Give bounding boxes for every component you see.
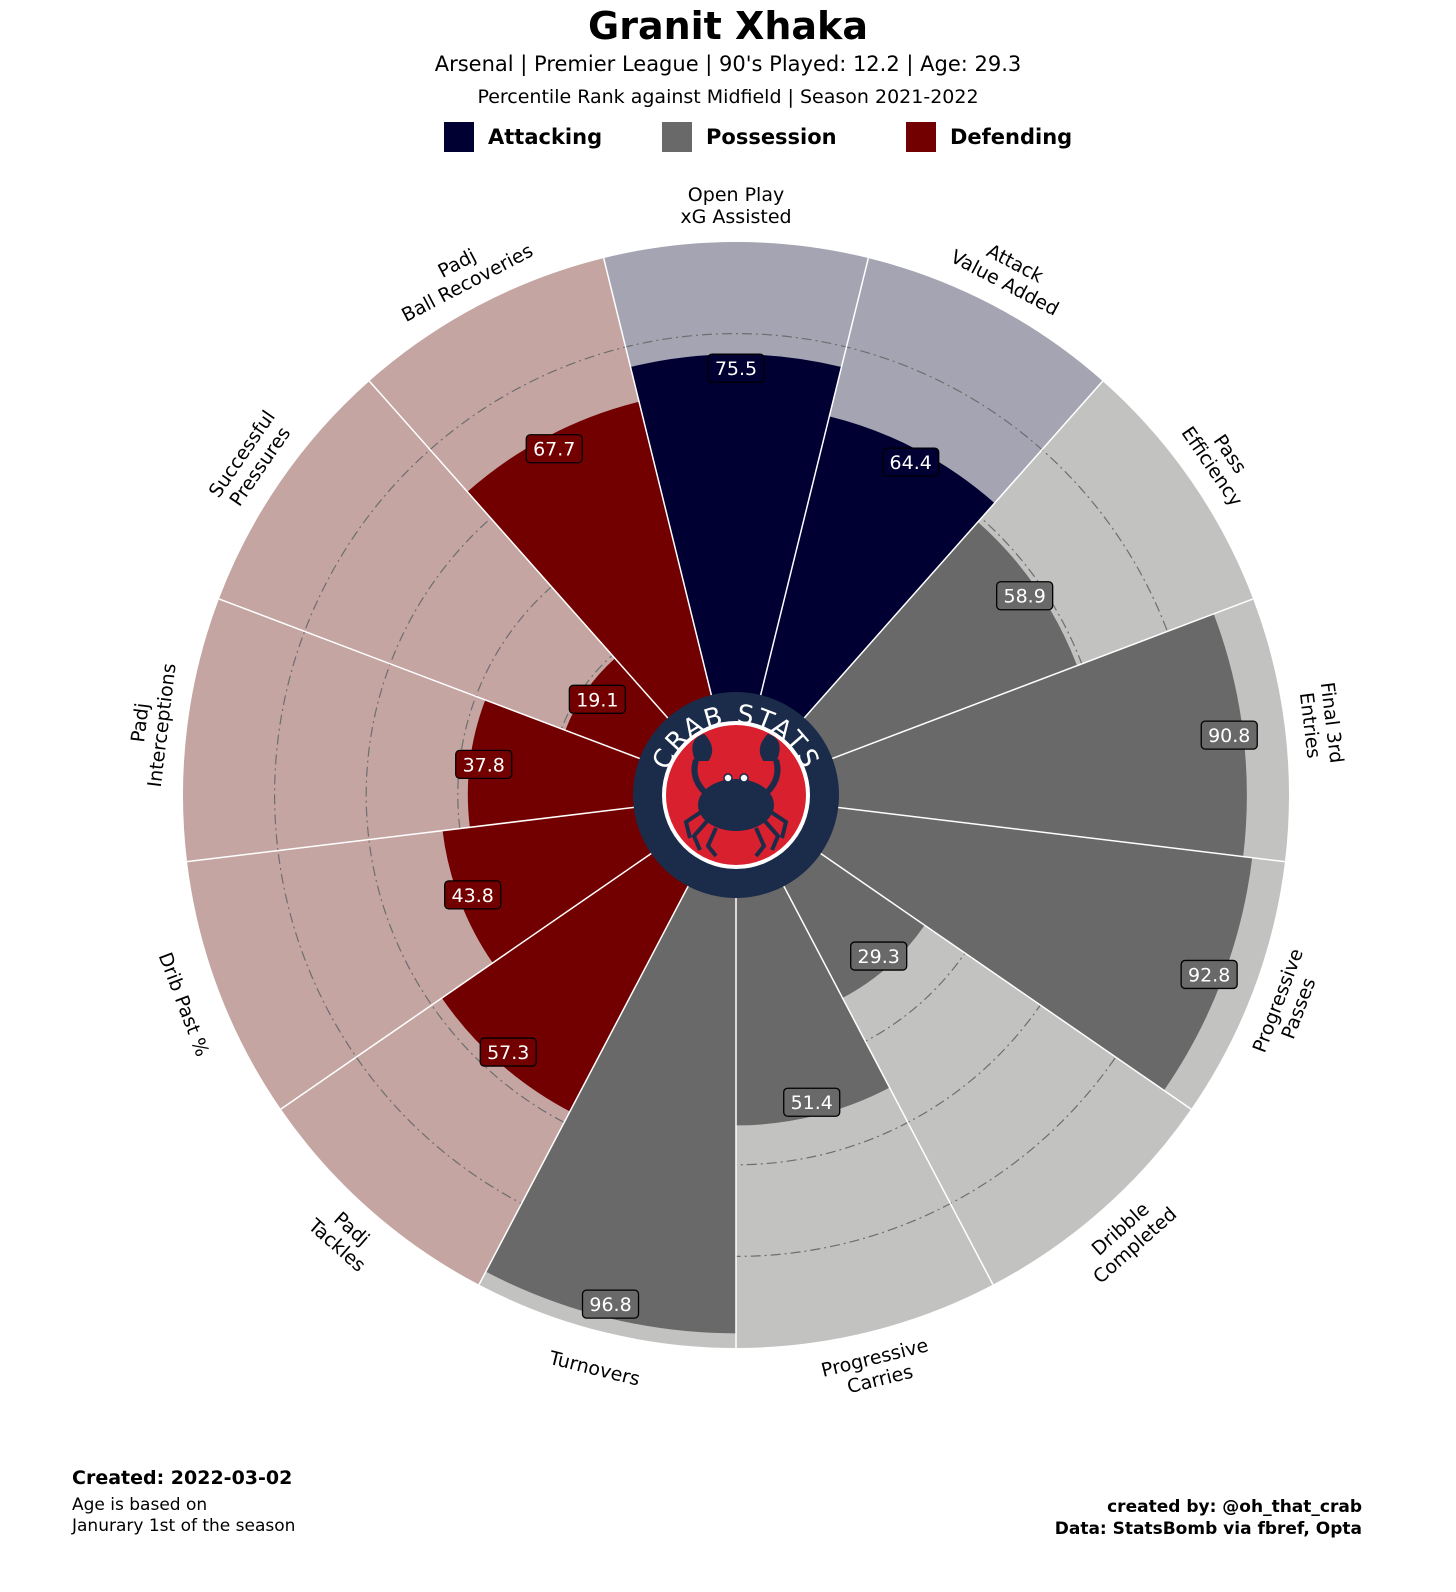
- legend-item-attacking: Attacking: [444, 122, 602, 152]
- chart-subtitle: Arsenal | Premier League | 90's Played: …: [434, 52, 1022, 76]
- value-label-text: 58.9: [1004, 586, 1046, 608]
- legend: Attacking Possession Defending: [0, 122, 1456, 158]
- wedge-separator: [813, 848, 1192, 1110]
- category-label-line: Padj: [127, 702, 154, 744]
- value-label-box: [568, 684, 626, 714]
- value-label: 57.3: [479, 1037, 537, 1067]
- credit-author: created by: @oh_that_crab: [1107, 1497, 1362, 1517]
- value-label-box: [996, 581, 1054, 611]
- wedge-separator: [368, 380, 674, 725]
- wedge-separator: [779, 878, 994, 1286]
- bar-final-3rd-entries: [824, 613, 1247, 857]
- bar-open-play-xg-assisted: [630, 354, 842, 703]
- legend-item-defending: Defending: [906, 122, 1072, 152]
- value-label-box: [783, 1087, 841, 1117]
- legend-label: Possession: [706, 125, 837, 149]
- value-label-box: [1200, 720, 1258, 750]
- value-label-text: 64.4: [890, 452, 932, 474]
- footer-right: created by: @oh_that_crab Data: StatsBom…: [1055, 1496, 1362, 1540]
- value-label-box: [479, 1037, 537, 1067]
- value-label-box: [1180, 959, 1238, 990]
- legend-label: Attacking: [488, 125, 603, 149]
- bar-progressive-passes: [814, 806, 1253, 1091]
- wedge-separator: [280, 848, 659, 1110]
- legend-swatch-defending: [906, 122, 936, 152]
- value-label-text: 75.5: [715, 358, 757, 380]
- crab-icon: [683, 733, 789, 858]
- value-label: 19.1: [568, 684, 626, 714]
- category-label-line: Drib Past %: [154, 949, 213, 1059]
- bar-padj-ball-recoveries: [467, 401, 714, 724]
- crab-stats-logo: CRAB STATS: [633, 692, 839, 898]
- wedge-separators: [186, 257, 1286, 1348]
- value-label-box: [707, 353, 765, 383]
- value-labels: 75.5 64.4 58.9 90.8 92.8 29.3 51.4 96.8 57.3 43.8…: [444, 353, 1258, 1319]
- value-label-box: [882, 447, 940, 477]
- chart-subtitle-secondary: Percentile Rank against Midfield | Seaso…: [477, 86, 979, 108]
- value-label-text: 90.8: [1208, 725, 1250, 747]
- value-label: 29.3: [850, 941, 908, 971]
- wedge-separator: [218, 598, 648, 763]
- age-note-line2: Janurary 1st of the season: [72, 1516, 296, 1536]
- value-label-box: [455, 749, 513, 780]
- value-label-text: 37.8: [463, 754, 505, 776]
- value-label: 75.5: [707, 353, 765, 383]
- value-label-box: [581, 1289, 640, 1319]
- category-label-line: Open Play: [688, 184, 784, 206]
- value-label: 37.8: [455, 749, 513, 780]
- background-wedge: [218, 381, 674, 762]
- chart-title: Granit Xhaka: [588, 4, 868, 48]
- value-label: 58.9: [996, 581, 1054, 611]
- value-label: 90.8: [1200, 720, 1258, 750]
- legend-label: Defending: [950, 125, 1073, 149]
- value-label-text: 43.8: [452, 885, 494, 907]
- bar-progressive-carries: [736, 879, 890, 1126]
- bar-attack-value-added: [758, 416, 995, 724]
- footer-left: Created: 2022-03-02 Age is based on Janu…: [72, 1468, 295, 1537]
- wedge-separator: [824, 598, 1254, 763]
- value-label: 43.8: [444, 880, 502, 910]
- value-label-text: 67.7: [533, 439, 575, 461]
- wedge-separator: [186, 805, 642, 863]
- category-label: Turnovers: [546, 1347, 642, 1391]
- value-label-box: [525, 434, 583, 464]
- value-bars: [441, 354, 1253, 1334]
- value-label-text: 57.3: [487, 1042, 529, 1064]
- legend-swatch-attacking: [444, 122, 474, 152]
- credit-data-source: Data: StatsBomb via fbref, Opta: [1054, 1519, 1362, 1539]
- value-label-box: [444, 880, 502, 910]
- value-label-text: 19.1: [576, 689, 618, 711]
- category-label-line: xG Assisted: [680, 206, 791, 228]
- value-label: 96.8: [581, 1289, 640, 1319]
- legend-item-possession: Possession: [662, 122, 837, 152]
- value-label: 67.7: [525, 434, 583, 464]
- category-label: Drib Past %: [154, 949, 213, 1059]
- bar-turnovers: [485, 879, 736, 1334]
- value-label: 51.4: [783, 1087, 841, 1117]
- value-label-text: 51.4: [791, 1092, 833, 1114]
- wedge-separator: [602, 257, 714, 703]
- category-label-line: Turnovers: [546, 1347, 642, 1391]
- wedge-separator: [478, 878, 693, 1286]
- created-date: Created: 2022-03-02: [72, 1467, 293, 1489]
- wedge-separator: [798, 380, 1104, 725]
- value-label-text: 29.3: [858, 946, 900, 968]
- legend-swatch-possession: [662, 122, 692, 152]
- wedge-separator: [830, 805, 1286, 863]
- wedge-separator: [758, 257, 870, 703]
- value-label-box: [850, 941, 908, 971]
- age-note-line1: Age is based on: [72, 1495, 208, 1515]
- value-label: 64.4: [882, 447, 940, 477]
- value-label-text: 96.8: [589, 1294, 631, 1316]
- bar-padj-interceptions: [467, 699, 648, 828]
- value-label-text: 92.8: [1188, 964, 1230, 986]
- value-label: 92.8: [1180, 959, 1238, 990]
- bar-drib-past-: [442, 806, 658, 963]
